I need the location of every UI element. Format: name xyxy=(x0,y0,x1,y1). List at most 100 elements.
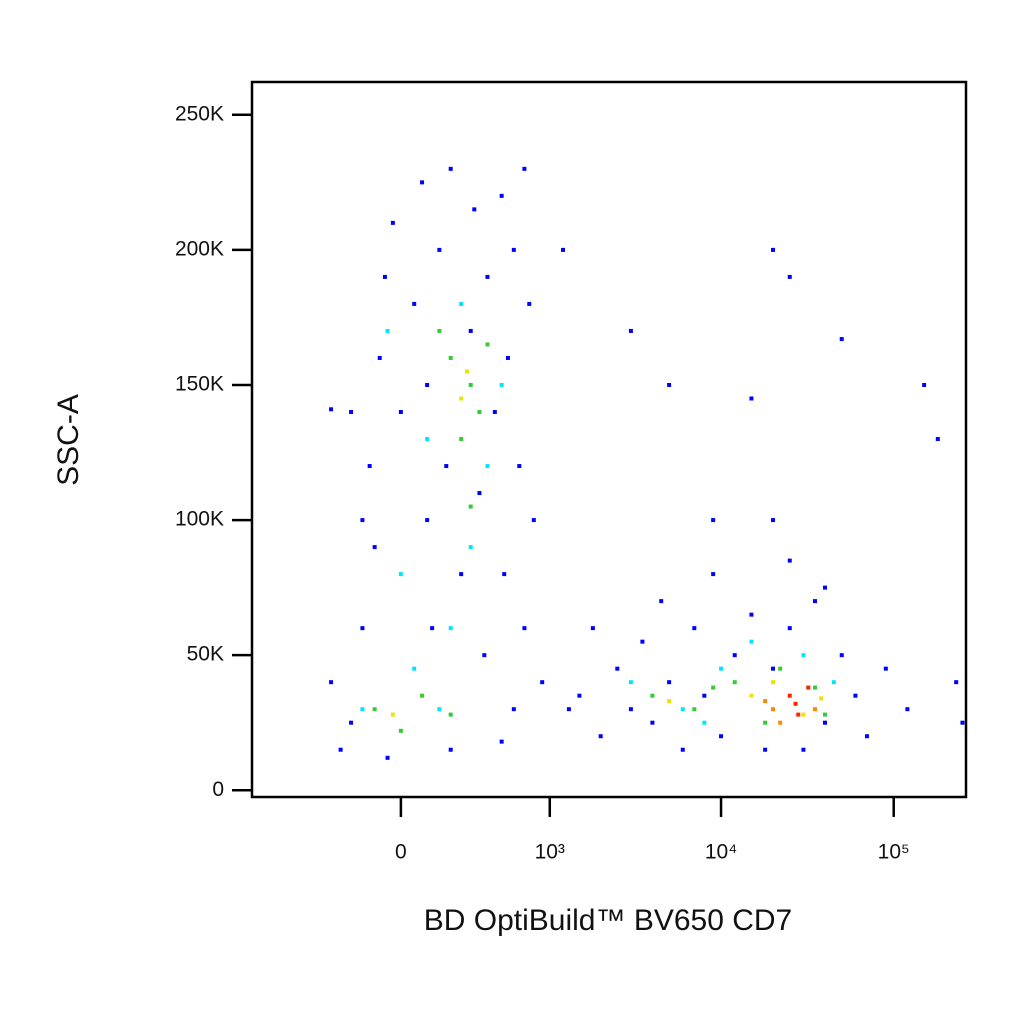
point xyxy=(796,712,801,717)
x-tick-label: 0 xyxy=(395,841,407,864)
point xyxy=(329,680,334,685)
point xyxy=(437,328,442,333)
point xyxy=(502,572,507,577)
point xyxy=(420,693,425,698)
point xyxy=(448,747,453,752)
point xyxy=(492,410,497,415)
point xyxy=(732,680,737,685)
point xyxy=(499,739,504,744)
point xyxy=(437,247,442,252)
point xyxy=(390,220,395,225)
point xyxy=(477,410,482,415)
point xyxy=(812,599,817,604)
point xyxy=(499,382,504,387)
point xyxy=(425,382,430,387)
point xyxy=(771,247,776,252)
point xyxy=(468,545,473,550)
point xyxy=(680,707,685,712)
point xyxy=(367,464,372,469)
point xyxy=(448,166,453,171)
point xyxy=(412,666,417,671)
point xyxy=(823,720,828,725)
point xyxy=(650,693,655,698)
point xyxy=(667,699,672,704)
point xyxy=(883,666,888,671)
point xyxy=(749,396,754,401)
y-axis-label: SSC-A xyxy=(52,394,85,486)
y-tick-label: 0 xyxy=(212,778,224,801)
point xyxy=(778,720,783,725)
point xyxy=(749,612,754,617)
point xyxy=(771,680,776,685)
point xyxy=(372,707,377,712)
point xyxy=(864,734,869,739)
point xyxy=(831,680,836,685)
point xyxy=(349,410,354,415)
point xyxy=(598,734,603,739)
point xyxy=(771,707,776,712)
point xyxy=(680,747,685,752)
point xyxy=(448,626,453,631)
point xyxy=(839,653,844,658)
point xyxy=(511,707,516,712)
point xyxy=(485,464,490,469)
point xyxy=(787,274,792,279)
point xyxy=(505,355,510,360)
point xyxy=(527,301,532,306)
point xyxy=(711,518,716,523)
point xyxy=(650,720,655,725)
point xyxy=(444,464,449,469)
point xyxy=(485,274,490,279)
point xyxy=(566,707,571,712)
point xyxy=(398,410,403,415)
point xyxy=(692,707,697,712)
point xyxy=(819,696,824,701)
point xyxy=(522,626,527,631)
y-tick-label: 50K xyxy=(187,643,224,666)
point xyxy=(398,572,403,577)
point xyxy=(749,693,754,698)
point xyxy=(702,693,707,698)
point xyxy=(398,728,403,733)
point xyxy=(468,328,473,333)
point xyxy=(922,382,927,387)
point xyxy=(628,680,633,685)
point xyxy=(778,666,783,671)
point xyxy=(905,707,910,712)
point xyxy=(749,639,754,644)
point xyxy=(360,707,365,712)
point xyxy=(839,337,844,342)
point xyxy=(667,382,672,387)
point xyxy=(935,437,940,442)
point xyxy=(763,720,768,725)
x-axis-label: BD OptiBuild™ BV650 CD7 xyxy=(424,904,793,937)
point xyxy=(692,626,697,631)
point xyxy=(390,712,395,717)
point xyxy=(628,328,633,333)
point xyxy=(590,626,595,631)
point xyxy=(763,747,768,752)
point xyxy=(477,491,482,496)
plot-frame xyxy=(250,80,968,799)
point xyxy=(787,693,792,698)
point xyxy=(459,301,464,306)
point xyxy=(640,639,645,644)
point xyxy=(561,247,566,252)
point xyxy=(787,558,792,563)
point xyxy=(615,666,620,671)
point xyxy=(372,545,377,550)
x-tick-label: 10³ xyxy=(535,841,565,864)
point xyxy=(719,666,724,671)
point xyxy=(517,464,522,469)
point xyxy=(540,680,545,685)
point xyxy=(385,328,390,333)
point xyxy=(702,720,707,725)
point xyxy=(464,369,469,374)
point xyxy=(763,699,768,704)
point xyxy=(425,437,430,442)
x-tick-label: 10⁴ xyxy=(705,841,737,864)
point xyxy=(338,747,343,752)
point xyxy=(812,685,817,690)
y-tick-label: 250K xyxy=(175,102,224,125)
